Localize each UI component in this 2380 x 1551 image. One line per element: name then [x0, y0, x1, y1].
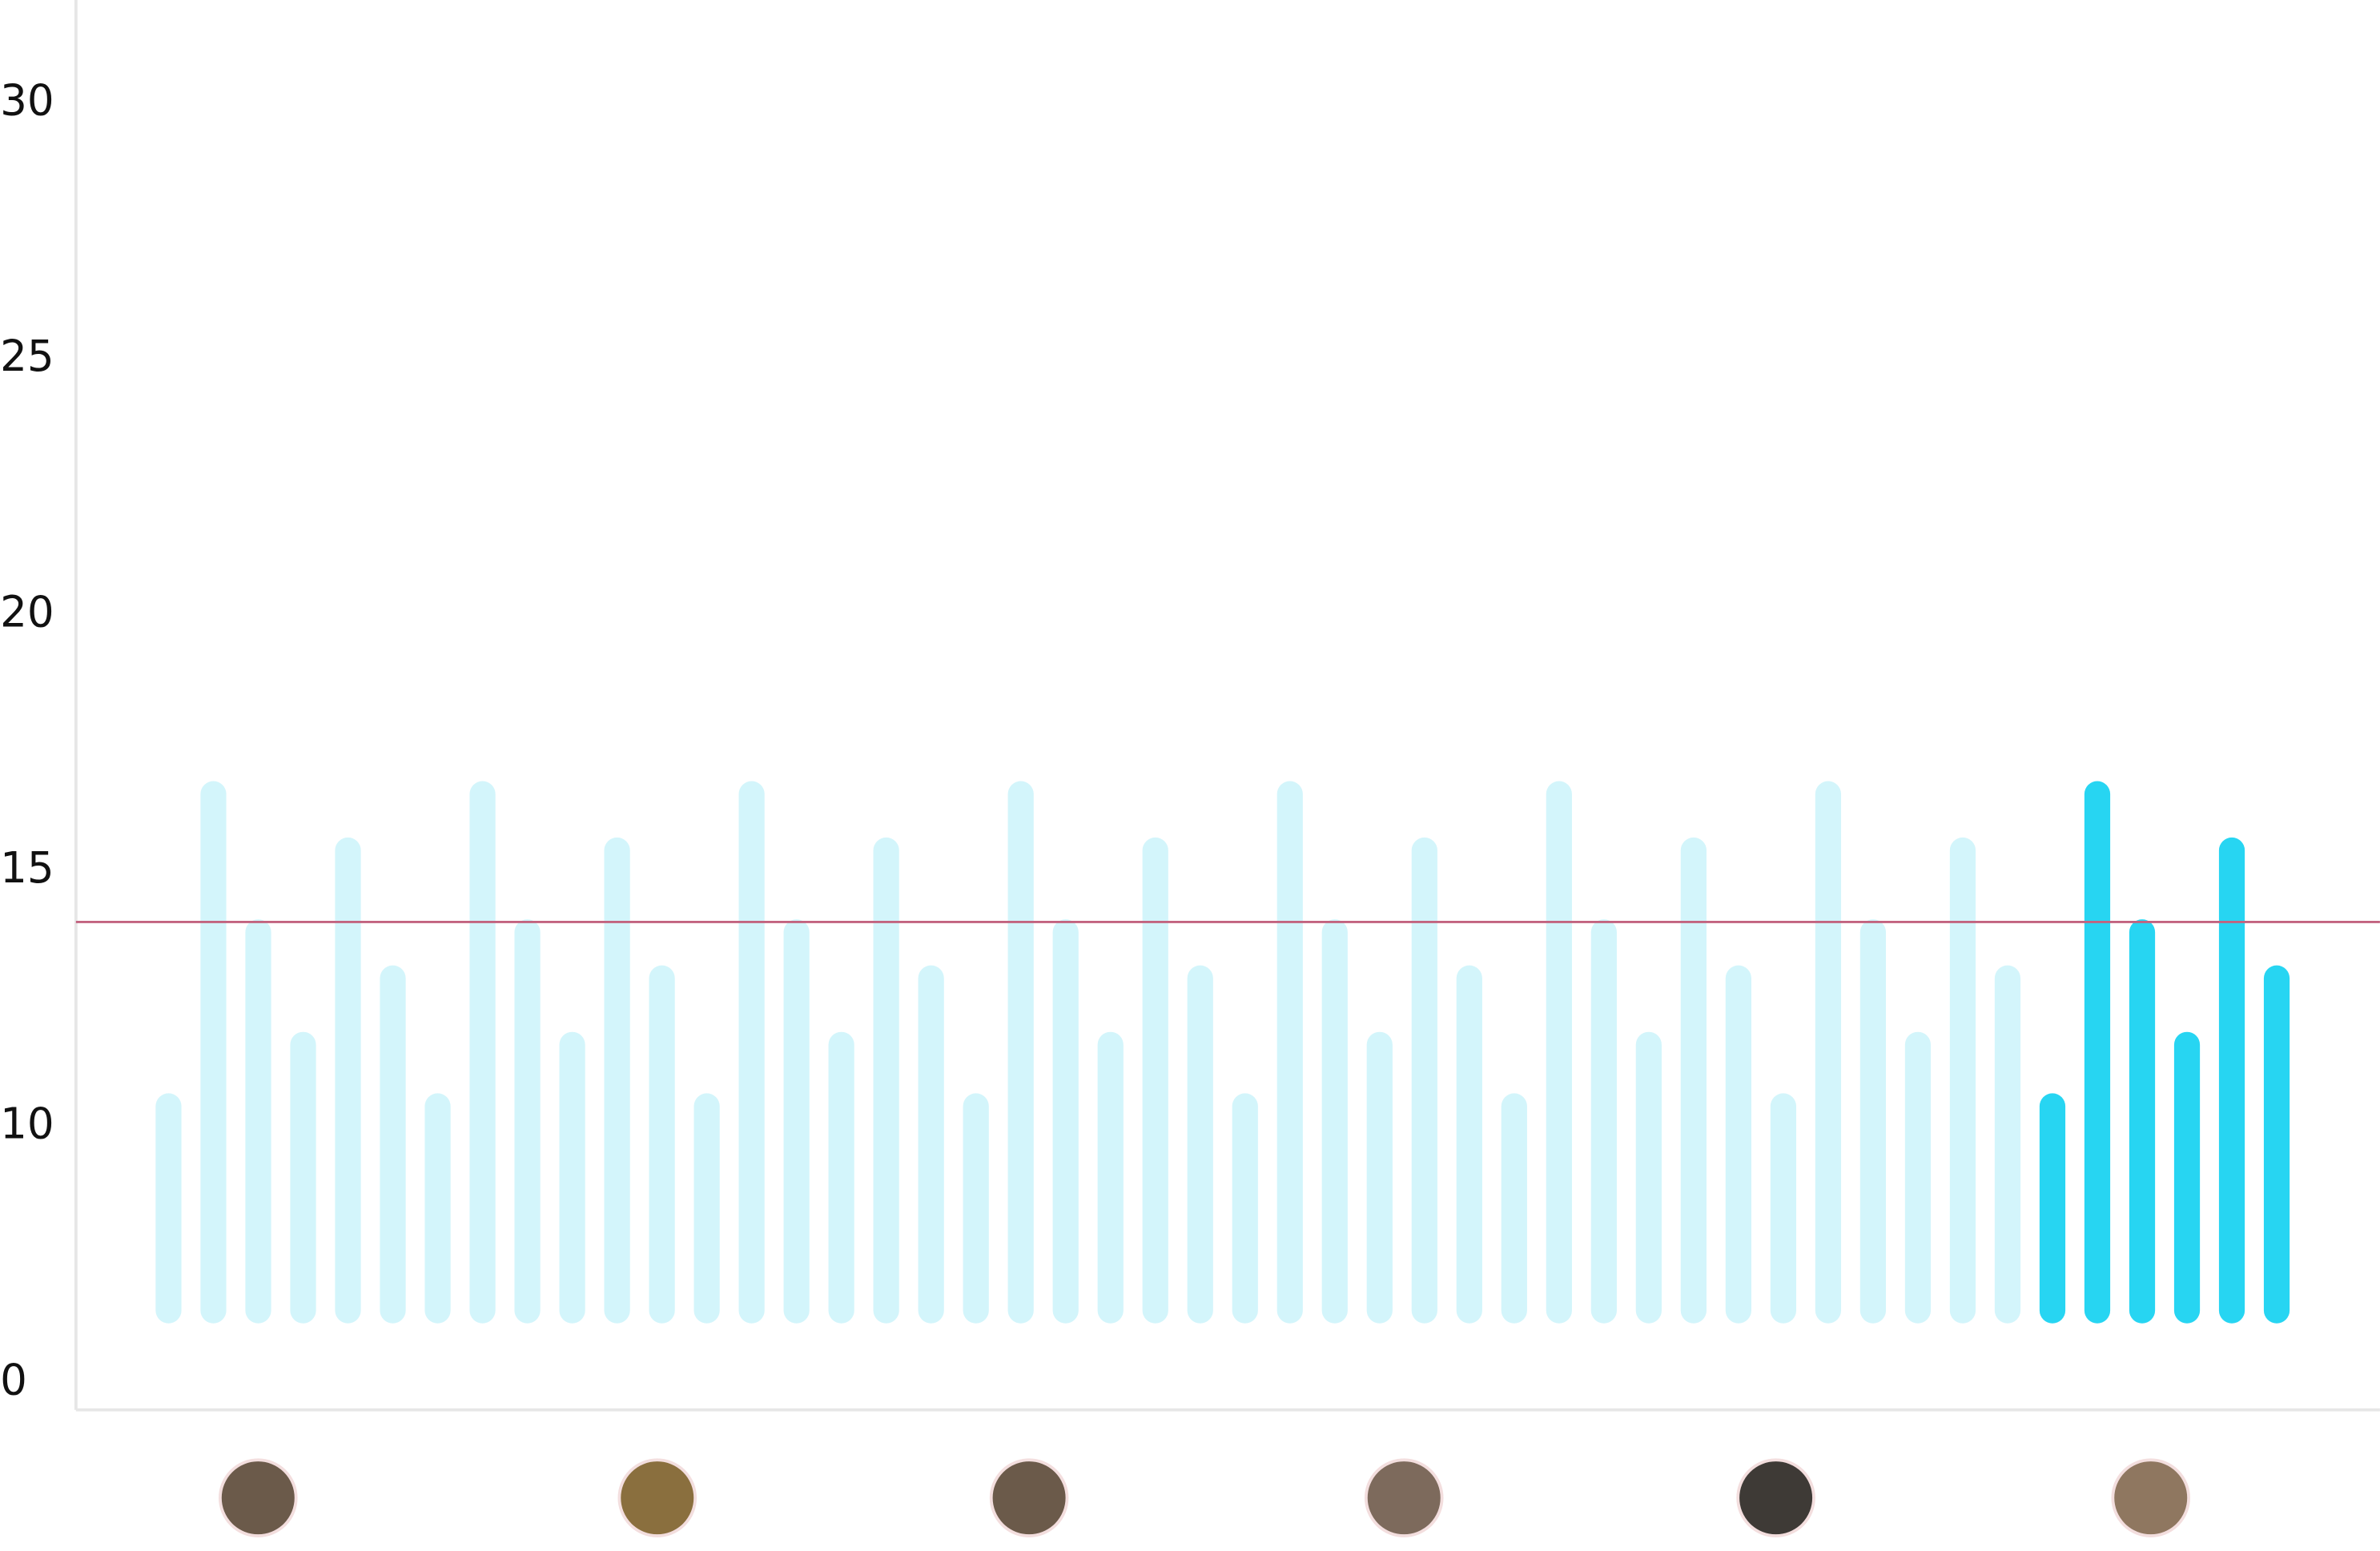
bar — [828, 1031, 854, 1324]
y-tick-label: 10 — [0, 1099, 54, 1149]
bar — [1635, 1031, 1662, 1324]
bar — [1097, 1031, 1124, 1324]
y-tick-label: 15 — [0, 843, 54, 893]
bar — [155, 1093, 182, 1324]
avatar — [2111, 1458, 2191, 1537]
bar — [873, 837, 899, 1324]
y-tick-label: 30 — [0, 76, 54, 126]
bar — [424, 1093, 451, 1324]
y-tick-label: 25 — [0, 331, 54, 381]
bar — [918, 965, 944, 1324]
bar — [335, 837, 361, 1324]
bar — [1994, 965, 2021, 1324]
bar — [693, 1093, 720, 1324]
bar — [1142, 837, 1168, 1324]
avatar — [989, 1458, 1069, 1537]
avatar — [617, 1458, 698, 1537]
bar — [2129, 919, 2156, 1324]
bar — [1052, 919, 1079, 1324]
bar — [738, 781, 765, 1324]
bar — [514, 919, 541, 1324]
bar — [649, 965, 675, 1324]
bar — [1949, 837, 1976, 1324]
bar — [469, 781, 496, 1324]
bar — [380, 965, 406, 1324]
bar — [1815, 781, 1842, 1324]
bar — [2173, 1031, 2201, 1324]
bar — [1456, 965, 1482, 1324]
bar — [2263, 965, 2290, 1324]
bar — [1366, 1031, 1393, 1324]
bar — [1904, 1031, 1932, 1324]
bar — [1680, 837, 1707, 1324]
avatar — [1736, 1458, 1815, 1537]
bar — [1276, 781, 1303, 1324]
bar — [1546, 781, 1572, 1324]
bar — [1859, 919, 1887, 1324]
bar — [1187, 965, 1213, 1324]
bar — [1321, 919, 1348, 1324]
avatar — [1364, 1458, 1444, 1537]
bar — [1770, 1093, 1797, 1324]
bar — [1232, 1093, 1258, 1324]
bar — [604, 837, 630, 1324]
bar — [1007, 781, 1034, 1324]
avatar — [219, 1458, 298, 1537]
y-tick-label: 0 — [0, 1355, 27, 1404]
bar — [559, 1031, 585, 1324]
bar — [1590, 919, 1617, 1324]
bar — [1725, 965, 1751, 1324]
bar — [2218, 837, 2245, 1324]
avatars — [219, 1458, 2191, 1537]
bar — [245, 919, 271, 1324]
bar — [963, 1093, 989, 1324]
bar — [2084, 781, 2111, 1324]
y-tick-label: 20 — [0, 588, 54, 637]
bar — [1501, 1093, 1527, 1324]
bar — [1411, 837, 1437, 1324]
bar — [783, 919, 810, 1324]
bar — [2039, 1093, 2066, 1324]
bar — [200, 781, 227, 1324]
bar — [290, 1031, 316, 1324]
